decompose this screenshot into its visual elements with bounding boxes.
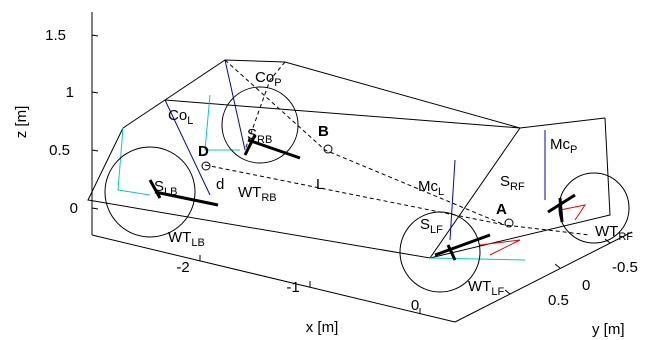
label-subscript: RB [261,192,276,204]
label-subscript: P [274,77,281,89]
label-base: d [216,176,224,193]
axes-box [92,12,632,322]
label: d [216,176,224,193]
label: WTLF [468,278,504,298]
label-base: Mc [550,136,570,153]
label-base: S [154,178,164,195]
label: WTRB [238,184,277,204]
diagram: CoPCoLSRBBDdSLBWTRBLMcLSRFMcPASLFWTLBWTL… [0,0,651,340]
label-subscript: LB [164,186,177,198]
label: WTRF [595,223,633,243]
label-base: Co [168,107,187,124]
label: L [316,176,324,193]
label: WTLB [168,229,205,249]
label-subscript: RB [257,134,272,146]
label-base: A [496,201,507,218]
label-subscript: L [438,186,444,198]
label-base: L [316,176,324,193]
y-axis-label: y [m] [592,321,625,338]
label-base: WT [168,229,191,246]
z-axis-label: z [m] [13,106,30,139]
label: B [318,123,329,140]
x-axis-label: x [m] [306,319,339,336]
vehicle-frame [88,60,629,292]
label-subscript: P [570,144,577,156]
label: McL [418,178,444,198]
label-base: S [500,173,510,190]
label-base: WT [595,223,618,240]
label: SRF [500,173,525,193]
label-subscript: L [187,115,193,127]
label-base: D [198,143,209,160]
label: McP [550,136,577,156]
y-tick-label: 0.5 [548,292,569,309]
label: D [198,143,209,160]
label-base: Mc [418,178,438,195]
label-base: S [247,126,257,143]
label-base: WT [238,184,261,201]
label-base: Co [255,69,274,86]
x-tick-label: -1 [286,279,299,296]
label-subscript: LF [430,224,443,236]
z-tick-label: 0 [70,200,78,217]
label: SLF [420,216,443,236]
z-tick-label: 1.5 [45,27,66,44]
label: A [496,201,507,218]
label-subscript: RF [618,231,633,243]
y-tick-label: -0.5 [612,259,638,276]
x-tick-label: -2 [176,259,189,276]
label-base: B [318,123,329,140]
z-tick-label: 1 [66,84,74,101]
label-subscript: LF [491,286,504,298]
y-tick-label: 0 [582,277,590,294]
label-subscript: LB [191,237,204,249]
z-tick-label: 0.5 [49,142,70,159]
x-tick-label: 0 [411,297,419,314]
label-base: WT [468,278,491,295]
label: CoL [168,107,193,127]
label-subscript: RF [510,181,525,193]
label-base: S [420,216,430,233]
